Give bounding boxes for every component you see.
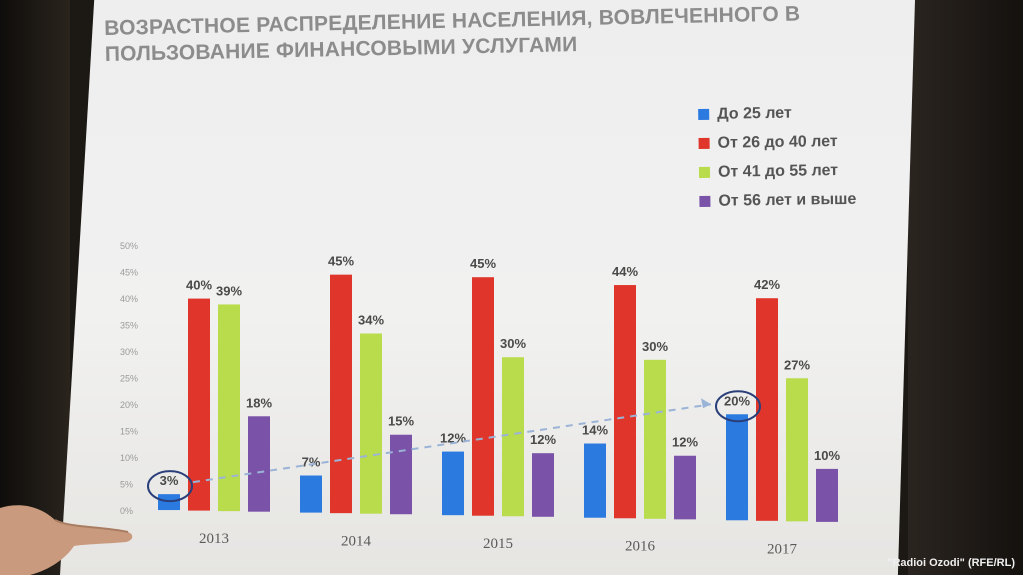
data-label: 12% (440, 431, 466, 446)
bar (218, 304, 240, 512)
data-label: 45% (470, 256, 496, 271)
data-label: 12% (530, 432, 556, 447)
data-label: 12% (672, 435, 698, 450)
bars: 3% 40% 39% 18% 2013 7% 45% 34% 15% 2014 12% 45% 30% 1… (158, 254, 840, 557)
highlight-circle (147, 470, 193, 503)
data-label: 10% (814, 448, 840, 463)
y-tick-label: 35% (120, 321, 138, 331)
y-tick-label: 30% (120, 347, 138, 357)
x-tick-label: 2016 (625, 539, 656, 555)
bar (816, 468, 838, 522)
bar (248, 416, 270, 512)
data-label: 40% (186, 278, 212, 293)
data-label: 14% (582, 423, 608, 438)
room-background-left (0, 0, 70, 575)
data-label: 30% (642, 339, 668, 354)
bar (442, 451, 464, 516)
bar (532, 453, 554, 517)
bar (330, 274, 352, 514)
y-tick-label: 10% (120, 453, 138, 463)
data-label: 20% (724, 393, 750, 408)
bar (584, 443, 606, 518)
trend-arrow (192, 403, 712, 484)
bar (644, 359, 666, 519)
pointing-hand (0, 505, 133, 575)
y-tick-label: 40% (120, 294, 138, 304)
y-tick-label: 20% (120, 400, 138, 410)
x-tick-label: 2015 (483, 536, 513, 552)
bar (674, 455, 696, 520)
data-label: 34% (358, 312, 384, 327)
bar (756, 298, 778, 521)
y-tick-label: 5% (120, 480, 133, 490)
y-tick-label: 0% (120, 506, 133, 516)
bar (502, 357, 524, 517)
x-tick-label: 2013 (199, 531, 229, 547)
bar (188, 298, 210, 511)
bar (390, 434, 412, 515)
trend-arrowhead (701, 398, 711, 409)
x-tick-label: 2017 (767, 541, 798, 557)
data-label: 45% (328, 254, 354, 269)
bar (472, 277, 494, 516)
bar (786, 378, 808, 522)
data-label: 30% (500, 336, 526, 351)
data-label: 7% (302, 455, 321, 470)
bar (360, 333, 382, 514)
y-tick-label: 25% (120, 374, 138, 384)
bar (726, 414, 748, 521)
y-tick-label: 15% (120, 427, 138, 437)
room-background-right (908, 0, 1023, 575)
data-label: 15% (388, 414, 414, 429)
data-label: 3% (160, 473, 179, 488)
y-axis: 0% 5% 10% 15% 20% 25% 30% 35% 40% 45% 50% (120, 241, 138, 516)
data-label: 39% (216, 283, 242, 298)
data-label: 42% (754, 277, 780, 292)
x-tick-label: 2014 (341, 534, 372, 550)
y-tick-label: 45% (120, 268, 138, 278)
y-tick-label: 50% (120, 241, 138, 251)
data-label: 44% (612, 264, 638, 279)
annotations (147, 390, 761, 503)
data-label: 18% (246, 395, 272, 410)
watermark: "Radioi Ozodi" (RFE/RL) (887, 557, 1015, 569)
bar (300, 475, 322, 513)
highlight-circle (715, 390, 761, 423)
bar (614, 285, 636, 519)
data-label: 27% (784, 357, 810, 372)
